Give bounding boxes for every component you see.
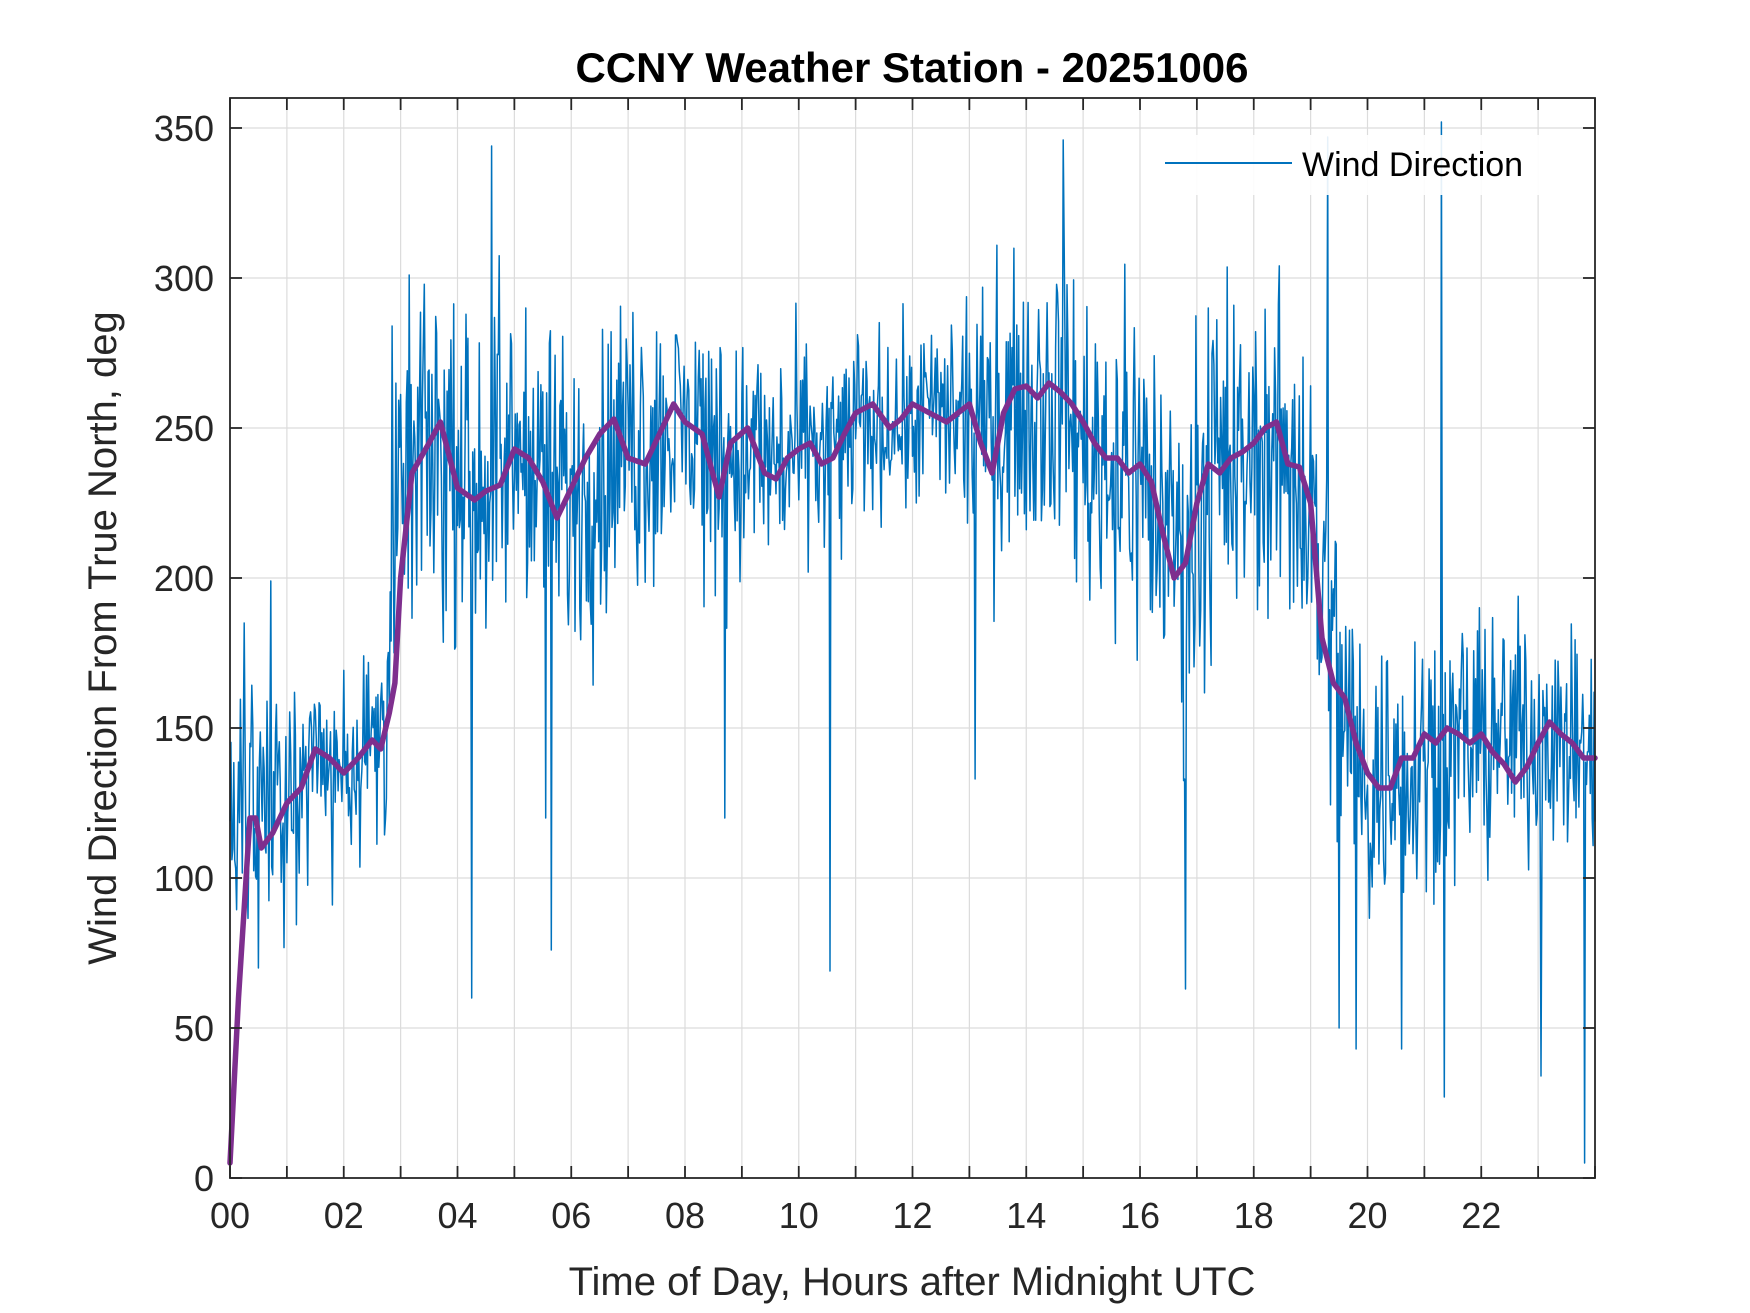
- x-tick-label: 12: [892, 1195, 932, 1236]
- chart-title: CCNY Weather Station - 20251006: [575, 44, 1248, 91]
- y-tick-label: 350: [154, 108, 214, 149]
- x-tick-label: 10: [779, 1195, 819, 1236]
- x-tick-label: 02: [324, 1195, 364, 1236]
- wind-direction-line: [229, 121, 1596, 1164]
- y-tick-label: 0: [194, 1158, 214, 1199]
- axes: 00 02 04 06 08 10 12 14 16 18 20 22 0 50 100 150 200 250 3…: [154, 97, 1596, 1236]
- x-tick-label: 18: [1234, 1195, 1274, 1236]
- legend-label-wind-direction: Wind Direction: [1302, 146, 1523, 184]
- legend: Wind Direction: [1150, 135, 1570, 195]
- smoothed-line: [227, 380, 1598, 1166]
- x-tick-label: 22: [1461, 1195, 1501, 1236]
- y-tick-label: 150: [154, 708, 214, 749]
- x-tick-label: 06: [551, 1195, 591, 1236]
- x-tick-label: 04: [437, 1195, 477, 1236]
- x-axis-label: Time of Day, Hours after Midnight UTC: [569, 1260, 1256, 1304]
- y-tick-label: 100: [154, 858, 214, 899]
- y-axis-label: Wind Direction From True North, deg: [81, 311, 125, 965]
- y-tick-label: 50: [174, 1008, 214, 1049]
- y-tick-label: 300: [154, 258, 214, 299]
- wind-direction-series: [229, 121, 1596, 1164]
- grid: [230, 98, 1595, 1178]
- x-tick-label: 16: [1120, 1195, 1160, 1236]
- x-tick-label: 20: [1347, 1195, 1387, 1236]
- legend-box: [1150, 135, 1570, 195]
- x-tick-label: 14: [1006, 1195, 1046, 1236]
- y-tick-label: 200: [154, 558, 214, 599]
- x-tick-label: 08: [665, 1195, 705, 1236]
- x-tick-label: 00: [210, 1195, 250, 1236]
- y-tick-label: 250: [154, 408, 214, 449]
- smoothed-series: [227, 380, 1598, 1166]
